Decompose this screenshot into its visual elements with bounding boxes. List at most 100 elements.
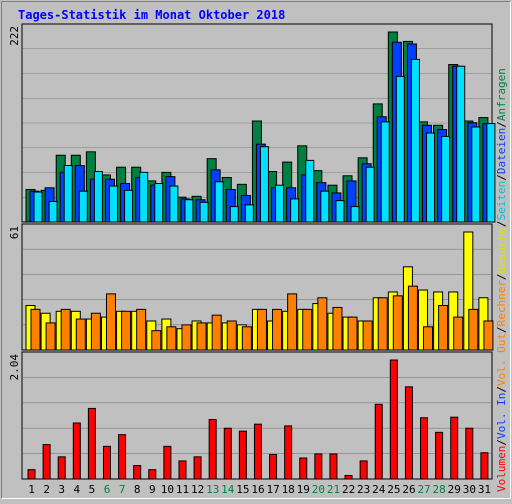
x-tick-label: 21 [327,483,340,496]
bar-seiten-day-11 [184,199,194,223]
legend-entry: Rechner [495,280,508,327]
bar-seiten-day-30 [471,126,481,223]
bar-rechner-day-30 [468,308,479,351]
legend-entry: / [495,121,508,128]
bar-volumen-day-1 [27,469,36,480]
x-tick-label: 30 [463,483,476,496]
legend-entry: / [495,326,508,333]
x-tick-label: 1 [28,483,35,496]
bar-volumen-day-26 [404,386,413,480]
bar-seiten-day-20 [320,190,330,223]
axis-max-label: 2.04 [8,354,21,381]
bar-seiten-day-21 [335,200,345,223]
bar-rechner-day-31 [483,320,494,351]
bar-volumen-day-16 [253,423,262,480]
bar-volumen-day-14 [223,427,232,480]
bar-rechner-day-24 [377,297,388,351]
x-tick-label: 12 [191,483,204,496]
panel-top: 222 [8,23,496,223]
axis-max-label: 222 [8,26,21,46]
bar-rechner-day-1 [30,308,41,351]
x-tick-label: 22 [342,483,355,496]
bar-volumen-day-2 [42,444,51,480]
bar-seiten-day-14 [229,206,239,223]
x-tick-label: 16 [251,483,264,496]
bar-volumen-day-28 [435,431,444,480]
bar-volumen-day-10 [163,445,172,480]
bar-rechner-day-21 [332,306,343,351]
bar-rechner-day-10 [166,326,177,351]
bar-volumen-day-17 [269,454,278,480]
x-tick-label: 11 [176,483,189,496]
bar-rechner-day-14 [226,320,237,351]
x-tick-label: 27 [417,483,430,496]
bar-rechner-day-6 [105,293,116,351]
bar-volumen-day-21 [329,453,338,480]
legend-entry: Seiten [495,181,508,221]
legend-entry: Anfragen [495,68,508,121]
bar-seiten-day-3 [63,165,73,223]
bar-seiten-day-2 [48,200,58,223]
chart-title: Tages-Statistik im Monat Oktober 2018 [18,8,285,22]
bar-volumen-day-20 [314,453,323,480]
x-tick-label: 4 [74,483,81,496]
bar-rechner-day-26 [407,285,418,351]
bar-rechner-day-17 [272,308,283,351]
x-tick-label: 9 [149,483,156,496]
bar-rechner-day-28 [438,305,449,351]
bar-volumen-day-27 [420,417,429,480]
bar-rechner-day-19 [302,308,313,351]
bar-seiten-day-5 [93,171,103,223]
bar-rechner-day-15 [241,326,252,351]
bar-volumen-day-30 [465,427,474,480]
x-tick-label: 31 [478,483,491,496]
bar-seiten-day-22 [350,206,360,223]
x-tick-label: 10 [161,483,174,496]
bar-rechner-day-9 [151,330,162,351]
x-tick-label: 13 [206,483,219,496]
bar-rechner-day-5 [90,312,101,351]
bar-seiten-day-9 [154,182,164,223]
x-tick-label: 7 [119,483,126,496]
x-tick-label: 17 [266,483,279,496]
legend-entry: Dateien [495,128,508,174]
bar-volumen-day-6 [102,445,111,480]
legend-entry: / [495,273,508,280]
axis-max-label: 61 [8,226,21,239]
legend-entry: Vol. Out [495,333,508,386]
legend-entry: / [495,220,508,227]
x-tick-label: 2 [43,483,50,496]
bar-seiten-day-23 [365,166,375,223]
x-tick-label: 19 [297,483,310,496]
bar-volumen-day-23 [359,460,368,480]
bar-rechner-day-27 [423,326,434,351]
bar-volumen-day-9 [148,469,157,480]
x-tick-label: 14 [221,483,235,496]
bar-seiten-day-17 [275,184,285,223]
bar-seiten-day-1 [33,191,43,223]
x-tick-label: 26 [402,483,415,496]
bar-rechner-day-2 [45,322,56,351]
x-tick-label: 15 [236,483,249,496]
bar-seiten-day-29 [456,65,466,223]
bar-rechner-day-16 [256,308,267,351]
bar-rechner-day-22 [347,316,358,351]
bar-volumen-day-15 [238,430,247,480]
bar-volumen-day-22 [344,475,353,480]
x-tick-label: 25 [387,483,400,496]
bar-rechner-day-7 [121,310,132,351]
bar-volumen-day-19 [299,457,308,480]
bar-volumen-day-25 [389,359,398,480]
bar-rechner-day-8 [136,308,147,351]
bar-seiten-day-15 [244,204,254,223]
bar-seiten-day-25 [395,76,405,223]
bar-seiten-day-6 [108,185,118,223]
bar-volumen-day-3 [57,456,66,480]
x-tick-label: 20 [312,483,325,496]
bar-volumen-day-11 [178,460,187,480]
bar-rechner-day-3 [60,308,71,351]
x-tick-label: 8 [134,483,141,496]
bar-seiten-day-16 [259,146,269,223]
